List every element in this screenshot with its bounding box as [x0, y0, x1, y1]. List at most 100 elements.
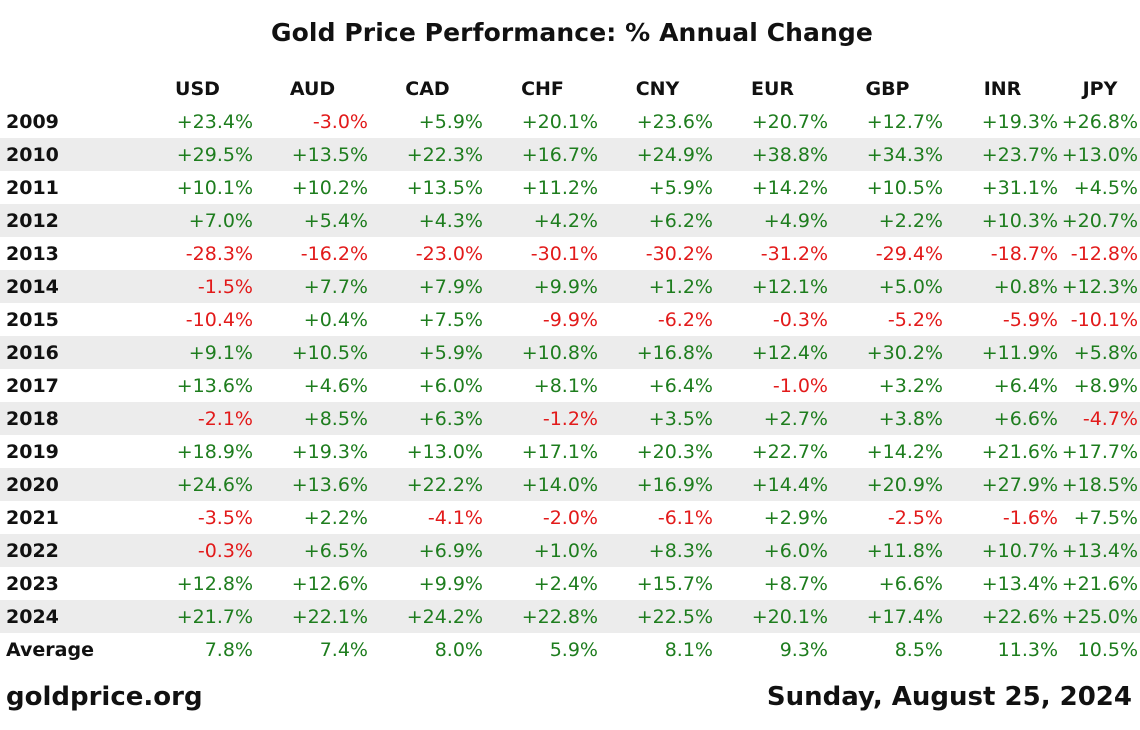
value-cell-usd: -28.3%: [185, 242, 253, 265]
value-cell-cad: +5.9%: [418, 110, 483, 133]
value-cell-cad: +13.0%: [406, 440, 483, 463]
value-cell-eur: -1.0%: [772, 374, 828, 397]
value-cell-inr: -5.9%: [1002, 308, 1058, 331]
value-cell-usd: -2.1%: [140, 402, 255, 435]
value-cell-aud: +2.2%: [303, 506, 368, 529]
table-row: 2013 -28.3% -16.2% -23.0% -30.1% -30.2% -31.2%…: [0, 237, 1140, 270]
value-cell-chf: +17.1%: [521, 440, 598, 463]
row-label: 2013: [6, 242, 59, 265]
value-cell-inr: +6.4%: [993, 374, 1058, 397]
value-cell-aud: 7.4%: [319, 638, 368, 661]
value-cell-aud: +7.7%: [255, 270, 370, 303]
value-cell-aud: +12.6%: [291, 572, 368, 595]
value-cell-jpy: +8.9%: [1073, 374, 1138, 397]
value-cell-jpy: +7.5%: [1073, 506, 1138, 529]
chart-title: Gold Price Performance: % Annual Change: [271, 18, 873, 47]
value-cell-gbp: +10.5%: [866, 176, 943, 199]
value-cell-gbp: +3.8%: [830, 402, 945, 435]
value-cell-eur: +8.7%: [763, 572, 828, 595]
site-name: goldprice.org: [6, 682, 203, 712]
value-cell-inr: +11.9%: [945, 336, 1060, 369]
value-cell-cad: +6.9%: [370, 534, 485, 567]
value-cell-chf: 5.9%: [549, 638, 598, 661]
value-cell-cad: +7.5%: [418, 308, 483, 331]
value-cell-chf: -2.0%: [542, 506, 598, 529]
value-cell-chf: +22.8%: [485, 600, 600, 633]
value-cell-gbp: +2.2%: [830, 204, 945, 237]
table-row: 2015 -10.4% +0.4% +7.5% -9.9% -6.2% -0.3% -5.2%…: [0, 303, 1140, 336]
value-cell-usd: +13.6%: [176, 374, 253, 397]
column-header-inr: INR: [983, 77, 1022, 100]
column-header-aud: AUD: [289, 77, 336, 100]
value-cell-gbp: +12.7%: [866, 110, 943, 133]
value-cell-gbp: +20.9%: [830, 468, 945, 501]
value-cell-cad: +4.3%: [370, 204, 485, 237]
table-row: 2018 -2.1% +8.5% +6.3% -1.2% +3.5% +2.7% +3.8% +…: [0, 402, 1140, 435]
value-cell-cny: +3.5%: [600, 402, 715, 435]
value-cell-jpy: +13.4%: [1060, 534, 1140, 567]
value-cell-inr: +13.4%: [981, 572, 1058, 595]
value-cell-eur: +20.1%: [715, 600, 830, 633]
value-cell-eur: +20.7%: [751, 110, 828, 133]
row-label: 2009: [6, 110, 59, 133]
value-cell-chf: -1.2%: [485, 402, 600, 435]
table-row: 2022 -0.3% +6.5% +6.9% +1.0% +8.3% +6.0% +11.8%…: [0, 534, 1140, 567]
column-header-cad: CAD: [405, 77, 450, 100]
value-cell-cny: -6.2%: [657, 308, 713, 331]
value-cell-eur: 9.3%: [779, 638, 828, 661]
value-cell-chf: +14.0%: [485, 468, 600, 501]
row-label: 2021: [6, 506, 59, 529]
value-cell-chf: +10.8%: [485, 336, 600, 369]
value-cell-gbp: +6.6%: [878, 572, 943, 595]
value-cell-gbp: +34.3%: [830, 138, 945, 171]
value-cell-inr: +27.9%: [945, 468, 1060, 501]
value-cell-usd: -10.4%: [185, 308, 253, 331]
value-cell-aud: +10.2%: [291, 176, 368, 199]
value-cell-cad: +5.9%: [370, 336, 485, 369]
value-cell-cny: +1.2%: [600, 270, 715, 303]
table-row: 2014 -1.5% +7.7% +7.9% +9.9% +1.2% +12.1% +5.0%…: [0, 270, 1140, 303]
value-cell-jpy: -12.8%: [1070, 242, 1138, 265]
value-cell-cny: +6.4%: [648, 374, 713, 397]
value-cell-jpy: 10.5%: [1077, 638, 1138, 661]
value-cell-jpy: -10.1%: [1070, 308, 1138, 331]
value-cell-chf: +11.2%: [521, 176, 598, 199]
column-header-usd: USD: [175, 77, 220, 100]
value-cell-inr: +31.1%: [981, 176, 1058, 199]
row-label: 2011: [6, 176, 59, 199]
value-cell-aud: -16.2%: [300, 242, 368, 265]
value-cell-cad: +7.9%: [370, 270, 485, 303]
row-label: 2023: [6, 572, 59, 595]
value-cell-inr: +10.3%: [945, 204, 1060, 237]
table-row: 2017 +13.6% +4.6% +6.0% +8.1% +6.4% -1.0% +3.2%…: [0, 369, 1140, 402]
value-cell-cny: +8.3%: [600, 534, 715, 567]
row-label: 2024: [0, 600, 140, 633]
value-cell-jpy: +4.5%: [1073, 176, 1138, 199]
value-cell-eur: +6.0%: [715, 534, 830, 567]
value-cell-inr: 11.3%: [997, 638, 1058, 661]
value-cell-inr: +10.7%: [945, 534, 1060, 567]
value-cell-aud: -3.0%: [312, 110, 368, 133]
value-cell-chf: +20.1%: [521, 110, 598, 133]
value-cell-usd: +24.6%: [140, 468, 255, 501]
value-cell-eur: +14.2%: [751, 176, 828, 199]
value-cell-usd: +29.5%: [140, 138, 255, 171]
annual-change-table: USD AUD CAD CHF CNY EUR GBP INR JPY 2009 +23.4% -3…: [0, 72, 1140, 666]
row-label: 2015: [6, 308, 59, 331]
value-cell-eur: +12.4%: [715, 336, 830, 369]
row-label: Average: [6, 638, 94, 661]
value-cell-cad: +22.3%: [370, 138, 485, 171]
value-cell-cad: +24.2%: [370, 600, 485, 633]
value-cell-chf: +16.7%: [485, 138, 600, 171]
value-cell-gbp: -5.2%: [887, 308, 943, 331]
value-cell-eur: +22.7%: [751, 440, 828, 463]
value-cell-aud: +6.5%: [255, 534, 370, 567]
value-cell-cny: +16.8%: [600, 336, 715, 369]
value-cell-aud: +4.6%: [303, 374, 368, 397]
table-row: 2023 +12.8% +12.6% +9.9% +2.4% +15.7% +8.7% +6.…: [0, 567, 1140, 600]
column-header-jpy: JPY: [1082, 77, 1118, 100]
value-cell-cad: +13.5%: [406, 176, 483, 199]
value-cell-cad: -4.1%: [427, 506, 483, 529]
row-label: 2016: [0, 336, 140, 369]
value-cell-inr: -18.7%: [990, 242, 1058, 265]
